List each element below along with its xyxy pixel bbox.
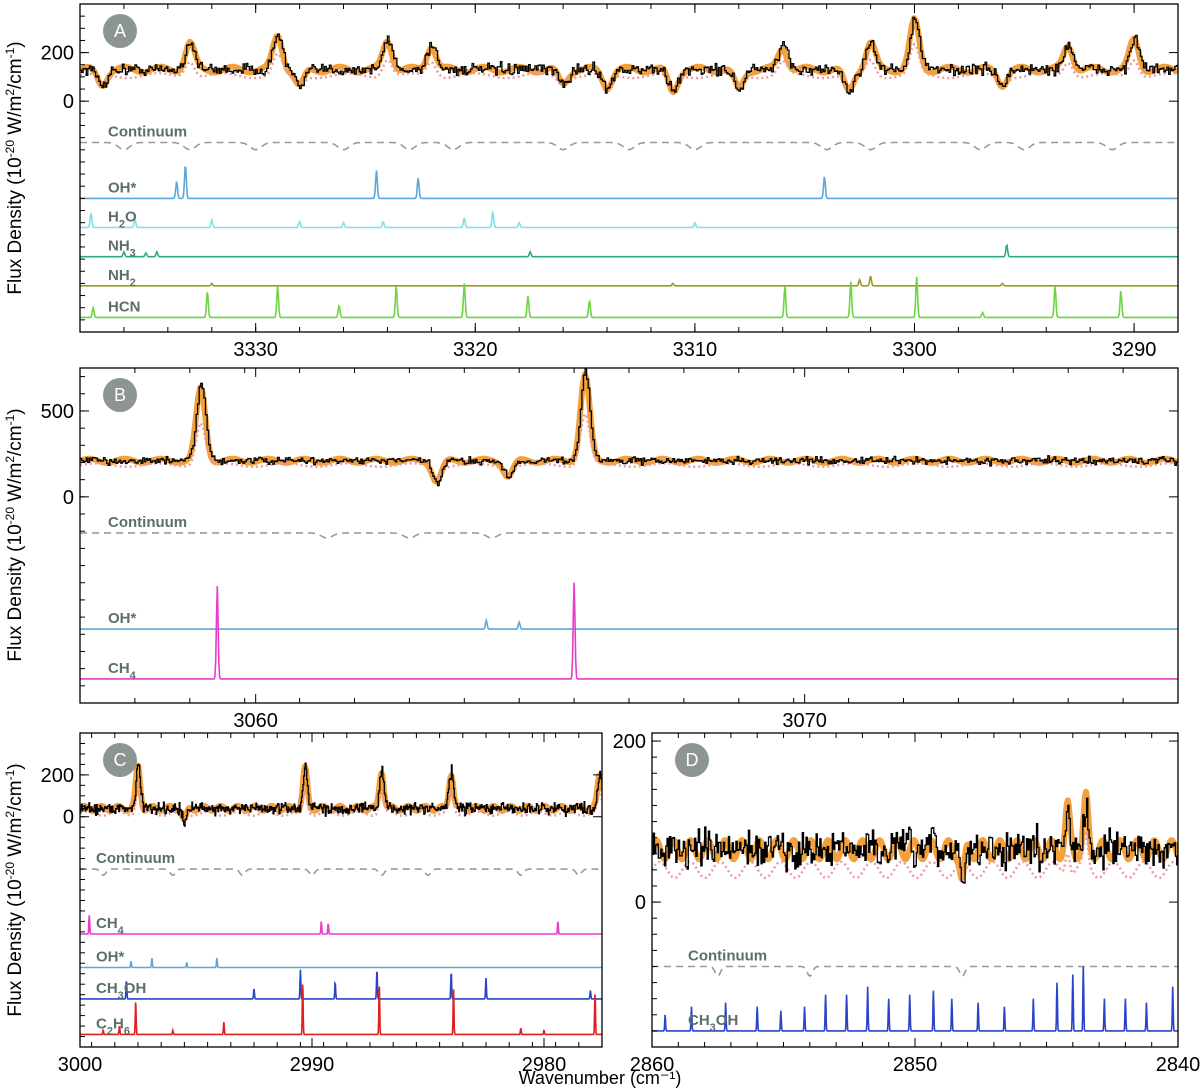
y-tick-label: 0 [63, 487, 74, 509]
observed-spectrum [80, 368, 1178, 487]
plot-area [652, 788, 1178, 1032]
component-label-ch3oh: CH3OH [688, 1012, 738, 1034]
observed-spectrum [652, 797, 1178, 884]
y-tick-label: 0 [63, 91, 74, 113]
model-dotted-spectrum [80, 42, 1178, 89]
component-line-ohstar [80, 617, 1178, 630]
component-line-ch3oh [652, 966, 1178, 1032]
panel-d: 2860 2850 2840 200 0 D [613, 731, 1200, 1076]
component-label-continuum: Continuum [108, 123, 187, 140]
component-line-ch3oh [80, 969, 602, 1000]
component-line-h2o [80, 210, 1178, 229]
plot-frame [651, 732, 1179, 1048]
observed-spectrum [80, 762, 602, 827]
panel-badge-letter: A [114, 21, 126, 41]
component-line-ohstar [80, 166, 1178, 200]
model-dotted-spectrum [652, 830, 1178, 884]
panel-b: 305030403030307030605000BFlux Density (1… [3, 367, 1179, 732]
x-tick-label: 2860 [630, 1054, 675, 1076]
x-tick-label: 3300 [892, 339, 937, 361]
continuum-model-line [80, 141, 1178, 151]
continuum-model-line [652, 965, 1178, 978]
plot-frame [79, 3, 1179, 333]
panel-c: 3000 2990 2980 200 0 C Flux Density (10-20 W/m… [3, 732, 603, 1076]
component-line-c2h6 [80, 984, 602, 1036]
x-tick-label: 3320 [453, 339, 498, 361]
y-axis-label: Flux Density (10-20 W/m2/cm-1) [3, 408, 26, 661]
x-tick-label: 3290 [1112, 339, 1157, 361]
component-label-continuum: Continuum [96, 850, 175, 867]
x-tick-label: 3000 [58, 1054, 103, 1076]
x-tick-label: 2980 [522, 1054, 567, 1076]
y-tick-label: 200 [613, 731, 646, 753]
y-tick-label: 0 [63, 807, 74, 829]
component-line-nh2 [80, 275, 1178, 287]
component-line-ohstar [80, 957, 602, 969]
component-label-ch4: CH4 [96, 915, 125, 937]
y-tick-label: 500 [41, 401, 74, 423]
component-line-hcn [80, 276, 1178, 319]
plot-area [80, 15, 1178, 319]
panel-badge [103, 743, 137, 777]
y-tick-label: 200 [41, 43, 74, 65]
x-tick-label: 2840 [1156, 1054, 1200, 1076]
plot-frame [79, 732, 603, 1048]
panel-badge-letter: C [114, 750, 127, 770]
x-tick-label: 3310 [673, 339, 718, 361]
observed-spectrum [80, 16, 1178, 95]
panel-badge [675, 743, 709, 777]
panel-badge-letter: B [114, 385, 126, 405]
model-spectrum [80, 15, 1178, 96]
plot-area [80, 762, 602, 1036]
component-line-ch4 [80, 582, 1178, 680]
panel-badge-letter: D [686, 750, 699, 770]
x-tick-label: 2850 [893, 1054, 938, 1076]
continuum-model-line [80, 532, 1178, 539]
component-label-h2o: H2O [108, 209, 137, 231]
x-tick-label: 3060 [233, 710, 278, 732]
component-line-ch4 [80, 915, 602, 935]
panel-badge [103, 378, 137, 412]
component-label-hcn: HCN [108, 298, 141, 315]
component-label-nh3: NH3 [108, 238, 136, 260]
component-label-nh2: NH2 [108, 267, 136, 289]
x-tick-label: 3070 [782, 710, 827, 732]
component-label-c2h6: C2H6 [96, 1015, 130, 1037]
y-tick-label: 200 [41, 765, 74, 787]
y-tick-label: 0 [635, 892, 646, 914]
x-tick-label: 3330 [233, 339, 278, 361]
component-label-ohstar: OH* [108, 610, 137, 627]
x-axis-label: Wavenumber (cm⁻¹) [519, 1068, 682, 1088]
plot-frame [79, 367, 1179, 704]
component-line-nh3 [80, 243, 1178, 258]
y-axis-label: Flux Density (10-20 W/m2/cm-1) [3, 763, 26, 1016]
y-axis-label: Flux Density (10-20 W/m2/cm-1) [3, 41, 26, 294]
component-label-ohstar: OH* [96, 948, 125, 965]
panel-badge [103, 14, 137, 48]
component-label-ch3oh: CH3OH [96, 980, 146, 1002]
continuum-model-line [80, 868, 602, 877]
component-label-continuum: Continuum [108, 514, 187, 531]
panel-a: 3330 3320 3310 3300 3290 200 0 A Flux Density (1… [3, 3, 1179, 361]
plot-area [80, 368, 1178, 680]
component-label-continuum: Continuum [688, 947, 767, 964]
component-label-ohstar: OH* [108, 179, 137, 196]
component-label-ch4: CH4 [108, 660, 137, 682]
x-tick-label: 2990 [290, 1054, 335, 1076]
model-dotted-spectrum [80, 411, 1178, 481]
